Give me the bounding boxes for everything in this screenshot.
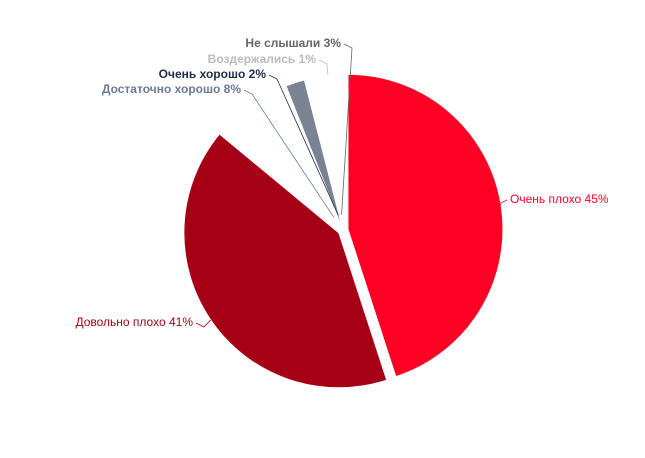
label-value: 8%: [224, 82, 242, 96]
leader-line: [268, 74, 339, 216]
leader-line: [243, 89, 335, 218]
label-name: Очень хорошо: [159, 67, 246, 81]
data-label: Достаточно хорошо 8%: [102, 82, 241, 96]
label-value: 3%: [324, 36, 342, 50]
pie-slice: [183, 133, 388, 389]
leader-line: [195, 319, 211, 328]
data-label: Очень хорошо 2%: [159, 67, 267, 81]
label-name: Довольно плохо: [75, 315, 166, 329]
data-label: Довольно плохо 41%: [75, 315, 193, 329]
label-name: Очень плохо: [510, 192, 582, 206]
pie-slice: [313, 74, 344, 231]
leader-line: [341, 43, 353, 215]
label-value: 41%: [169, 315, 193, 329]
label-name: Не слышали: [245, 36, 320, 50]
label-value: 1%: [299, 52, 317, 66]
data-label: Воздержались 1%: [208, 52, 317, 66]
label-value: 2%: [249, 67, 267, 81]
label-name: Воздержались: [208, 52, 296, 66]
label-value: 45%: [585, 192, 609, 206]
label-name: Достаточно хорошо: [102, 82, 220, 96]
data-label: Не слышали 3%: [245, 36, 341, 50]
leader-line: [498, 199, 508, 206]
data-label: Очень плохо 45%: [510, 192, 609, 206]
